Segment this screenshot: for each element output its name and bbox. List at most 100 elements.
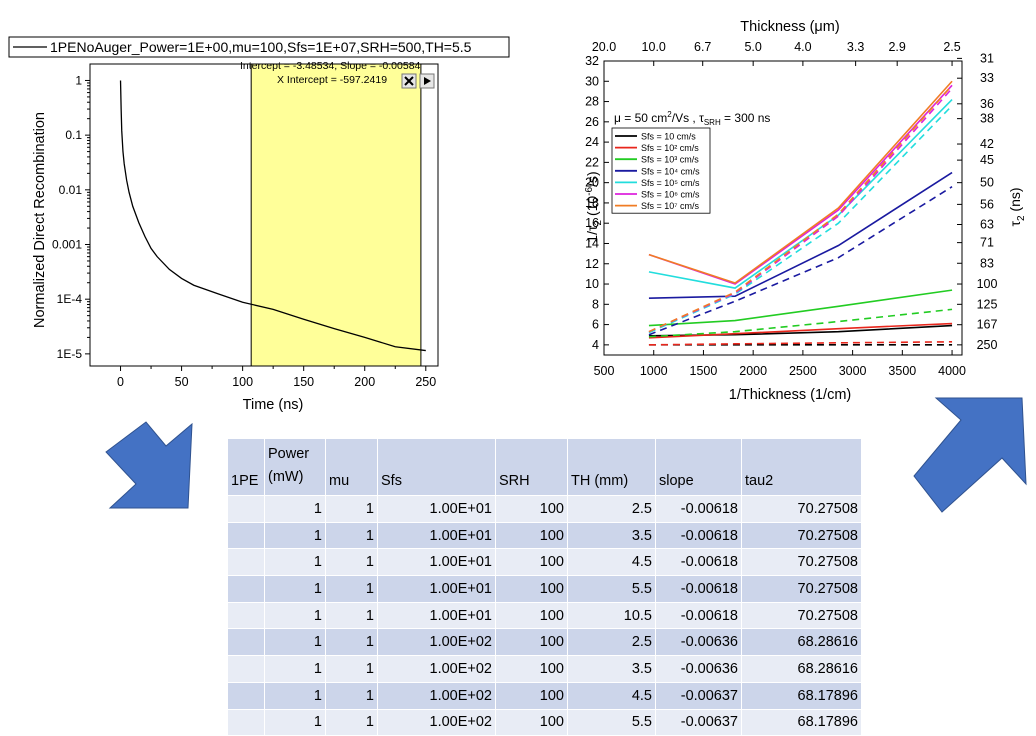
tau-legend-label: Sfs = 10⁶ cm/s <box>641 190 700 200</box>
table-cell <box>227 681 265 710</box>
table-cell: 1.00E+02 <box>377 681 496 710</box>
tau-axes: 500 1000 1500 2000 2500 3000 3500 4000 4 6 8 10 12 14… <box>585 40 997 378</box>
tau-right-tick-label: 71 <box>980 236 994 250</box>
table-header-cell: 1PE <box>227 438 265 496</box>
table-cell <box>227 548 265 577</box>
decay-y-tick-label: 1E-5 <box>57 347 83 361</box>
table-row: 1 1 1.00E+01 100 10.5 -0.00618 70.27508 <box>227 601 862 630</box>
tau-y-tick-label: 12 <box>585 257 599 271</box>
table-cell: 68.28616 <box>741 628 862 657</box>
table-cell: -0.00636 <box>655 655 742 683</box>
tau-series-line <box>648 98 953 289</box>
table-cell <box>227 521 265 550</box>
table-cell: 68.17896 <box>741 681 862 710</box>
tau-right-tick-label: 31 <box>980 51 994 65</box>
tau-legend-label: Sfs = 10⁵ cm/s <box>641 178 700 188</box>
table-cell: 5.5 <box>567 575 656 603</box>
tau-annotation: μ = 50 cm2/Vs , τSRH = 300 ns <box>614 110 770 127</box>
tau-legend-label: Sfs = 10⁴ cm/s <box>641 166 700 176</box>
tau-y-tick-label: 30 <box>585 74 599 88</box>
decay-y-tick-label: 1 <box>75 73 82 87</box>
table-cell: 1 <box>264 575 326 603</box>
table-cell <box>227 708 265 736</box>
tau-right-tick-label: 63 <box>980 217 994 231</box>
play-right-icon[interactable] <box>419 73 435 89</box>
tau-right-tick-label: 100 <box>977 277 998 291</box>
table-cell: 70.27508 <box>741 548 862 577</box>
decay-y-tick-label: 0.01 <box>59 183 83 197</box>
tau-series-line <box>648 322 953 339</box>
tau-series-dashed-line <box>648 341 953 346</box>
tau-series-line <box>648 171 953 300</box>
tau-top-tick-label: 5.0 <box>744 40 761 54</box>
table-cell: -0.00618 <box>655 521 742 550</box>
tau-top-tick-label: 4.0 <box>794 40 811 54</box>
table-cell: 1.00E+02 <box>377 708 496 736</box>
table-row: 1 1 1.00E+02 100 5.5 -0.00637 68.17896 <box>227 708 862 736</box>
table-cell: 1 <box>325 681 378 710</box>
table-cell: 100 <box>495 548 568 577</box>
table-header-cell: mu <box>325 438 378 496</box>
table-cell: 100 <box>495 681 568 710</box>
table-cell: 1.00E+02 <box>377 628 496 657</box>
table-cell: 1 <box>325 655 378 683</box>
tau-series-dashed-line <box>648 84 953 333</box>
table-cell <box>227 495 265 523</box>
table-cell: 4.5 <box>567 681 656 710</box>
tau-legend-label: Sfs = 10 cm/s <box>641 132 696 142</box>
tau-y-tick-label: 14 <box>585 236 599 250</box>
table-cell: -0.00636 <box>655 628 742 657</box>
table-cell: -0.00637 <box>655 681 742 710</box>
table-header-cell: slope <box>655 438 742 496</box>
table-cell: 1 <box>264 601 326 630</box>
table-cell <box>227 575 265 603</box>
table-cell: 68.17896 <box>741 708 862 736</box>
tau-series <box>648 80 953 346</box>
table-cell: 1 <box>325 708 378 736</box>
decay-y-tick-label: 0.001 <box>52 238 82 252</box>
table-row: 1 1 1.00E+02 100 4.5 -0.00637 68.17896 <box>227 681 862 710</box>
tau-top-tick-label: 3.3 <box>847 40 864 54</box>
tau-y-tick-label: 22 <box>585 155 599 169</box>
table-cell: 10.5 <box>567 601 656 630</box>
tau-y-tick-label: 8 <box>592 297 599 311</box>
tau-series-dashed-line <box>648 308 953 338</box>
tau-right-tick-label: 42 <box>980 137 994 151</box>
table-cell: 70.27508 <box>741 575 862 603</box>
table-cell: -0.00637 <box>655 708 742 736</box>
table-cell: 2.5 <box>567 495 656 523</box>
decay-series <box>119 80 426 352</box>
table-cell <box>227 628 265 657</box>
tau-top-tick-label: 10.0 <box>642 40 666 54</box>
highlight-region[interactable] <box>250 63 422 367</box>
tau-x-tick-label: 4000 <box>938 364 966 378</box>
decay-plot-frame <box>89 63 439 367</box>
tau-top-tick-label: 20.0 <box>592 40 616 54</box>
table-row: 1 1 1.00E+01 100 2.5 -0.00618 70.27508 <box>227 495 862 523</box>
decay-x-tick-label: 250 <box>415 375 436 389</box>
table-cell: -0.00618 <box>655 575 742 603</box>
tau-series-line <box>648 80 953 284</box>
tau-right-tick-label: 250 <box>977 338 998 352</box>
tau-x-tick-label: 3000 <box>839 364 867 378</box>
table-cell: 100 <box>495 628 568 657</box>
table-cell: 70.27508 <box>741 601 862 630</box>
decay-series-line <box>119 80 426 352</box>
close-icon[interactable] <box>401 73 417 89</box>
tau-series-dashed-line <box>648 186 953 336</box>
table-cell: 1 <box>264 495 326 523</box>
table-cell: 1.00E+01 <box>377 495 496 523</box>
table-cell: 4.5 <box>567 548 656 577</box>
tau-right-tick-label: 45 <box>980 153 994 167</box>
table-cell: 3.5 <box>567 655 656 683</box>
table-cell: 1 <box>325 548 378 577</box>
tau-y-tick-label: 24 <box>585 135 599 149</box>
table-cell: 1.00E+01 <box>377 601 496 630</box>
tau-top-tick-label: 6.7 <box>694 40 711 54</box>
tau-x-tick-label: 2500 <box>789 364 817 378</box>
tau-y-tick-label: 32 <box>585 54 599 68</box>
table-cell: 100 <box>495 495 568 523</box>
tau-x-tick-label: 1500 <box>690 364 718 378</box>
tau-x-tick-label: 2000 <box>739 364 767 378</box>
decay-axes: 0 50 100 150 200 250 1 0.1 0.01 0.001 1E-4 1E-5 <box>52 63 439 389</box>
